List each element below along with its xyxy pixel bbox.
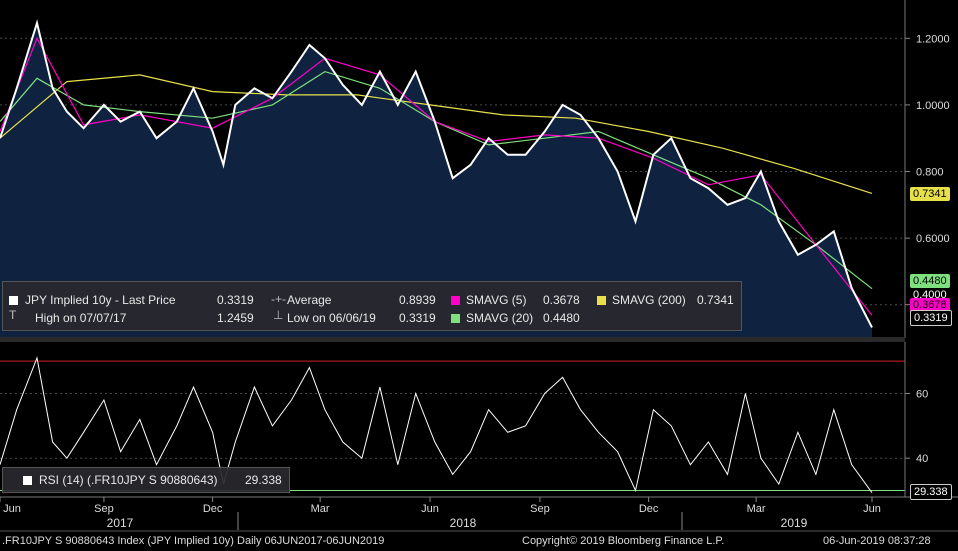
high-marker-icon: T xyxy=(9,308,17,322)
rsi-legend-swatch xyxy=(23,476,32,485)
x-month-label: Jun xyxy=(3,503,21,515)
price-legend-low-value: 0.3319 xyxy=(399,311,436,325)
sma5-value-tag: 0.3678 xyxy=(910,298,950,312)
price-legend-swatch xyxy=(9,296,18,305)
price-tick-label: 1.0000 xyxy=(916,100,950,112)
rsi-line xyxy=(0,356,873,493)
price-legend-name: JPY Implied 10y - Last Price xyxy=(25,293,176,307)
footer-index-info: .FR10JPY S 90880643 Index (JPY Implied 1… xyxy=(2,535,385,547)
x-axis-ticks: Jun Sep Dec Mar Jun Sep Dec Mar Jun 2017 2018 2019 xyxy=(0,497,881,530)
rsi-legend-value: 29.338 xyxy=(245,473,282,487)
price-legend-average-value: 0.8939 xyxy=(399,293,436,307)
x-year-label: 2019 xyxy=(781,516,808,530)
price-legend[interactable]: JPY Implied 10y - Last Price 0.3319 -+- … xyxy=(2,281,742,331)
rsi-legend-label: RSI (14) (.FR10JPY S 90880643) xyxy=(39,473,218,487)
price-legend-sma200-value: 0.7341 xyxy=(697,293,734,307)
sma200-swatch xyxy=(597,296,606,305)
sma20-swatch xyxy=(451,314,460,323)
rsi-tick-label: 60 xyxy=(916,389,928,401)
x-month-label: Sep xyxy=(530,503,550,515)
rsi-value-tag: 29.338 xyxy=(910,484,952,500)
rsi-series-lines xyxy=(0,356,873,493)
x-month-label: Jun xyxy=(863,503,881,515)
footer-timestamp: 06-Jun-2019 08:37:28 xyxy=(823,535,931,547)
price-tick-label: 0.800 xyxy=(916,167,944,179)
price-legend-low-label: Low on 06/06/19 xyxy=(287,311,376,325)
x-month-label: Sep xyxy=(94,503,114,515)
price-legend-sma20-label: SMAVG (20) xyxy=(466,311,534,325)
x-month-label: Mar xyxy=(311,503,330,515)
x-month-label: Mar xyxy=(747,503,766,515)
x-year-label: 2018 xyxy=(450,516,477,530)
average-line-icon: -+- xyxy=(271,292,286,306)
price-line xyxy=(0,19,873,328)
sma200-value-tag: 0.7341 xyxy=(910,187,950,201)
last-price-tag: 0.3319 xyxy=(910,310,952,326)
price-legend-last-price: 0.3319 xyxy=(217,293,254,307)
price-legend-sma5-label: SMAVG (5) xyxy=(466,293,527,307)
price-legend-average-label: Average xyxy=(287,293,332,307)
price-legend-sma5-value: 0.3678 xyxy=(543,293,580,307)
rsi-legend[interactable]: RSI (14) (.FR10JPY S 90880643) 29.338 xyxy=(2,467,290,493)
price-series-lines xyxy=(0,19,873,328)
rsi-y-ticks: 60 40 xyxy=(905,389,928,465)
rsi-tick-label: 40 xyxy=(916,453,928,465)
price-legend-high-value: 1.2459 xyxy=(217,311,254,325)
x-month-label: Dec xyxy=(203,503,223,515)
sma20-value-tag: 0.4480 xyxy=(910,274,950,288)
low-marker-icon: ⊥ xyxy=(273,308,284,322)
price-legend-sma20-value: 0.4480 xyxy=(543,311,580,325)
price-legend-sma200-label: SMAVG (200) xyxy=(612,293,686,307)
x-month-label: Dec xyxy=(639,503,659,515)
price-legend-high-label: High on 07/07/17 xyxy=(35,311,127,325)
pane-divider[interactable] xyxy=(0,337,905,342)
price-tick-label: 1.2000 xyxy=(916,33,950,45)
sma5-swatch xyxy=(451,296,460,305)
x-month-label: Jun xyxy=(421,503,439,515)
x-year-label: 2017 xyxy=(107,516,134,530)
sma200-line xyxy=(0,74,873,194)
footer-copyright: Copyright© 2019 Bloomberg Finance L.P. xyxy=(522,535,725,547)
price-area-fill xyxy=(0,23,872,338)
price-tick-label: 0.6000 xyxy=(916,233,950,245)
